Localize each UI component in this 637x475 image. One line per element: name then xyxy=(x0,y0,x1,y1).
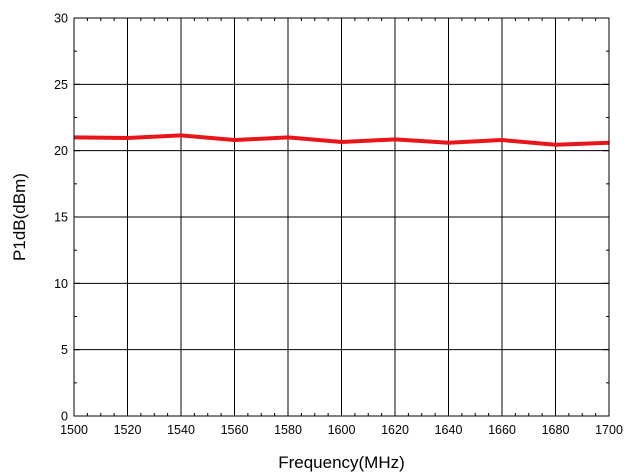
y-tick-label: 30 xyxy=(54,12,68,26)
y-tick-label: 0 xyxy=(61,410,68,424)
x-tick-label: 1640 xyxy=(435,423,463,437)
y-tick-label: 25 xyxy=(54,78,68,92)
y-tick-label: 5 xyxy=(61,343,68,357)
x-tick-label: 1600 xyxy=(328,423,356,437)
x-tick-label: 1520 xyxy=(114,423,142,437)
axis-ticks xyxy=(73,17,610,417)
x-tick-label: 1580 xyxy=(274,423,302,437)
x-axis-title: Frequency(MHz) xyxy=(278,453,405,472)
x-tick-labels: 1500 1520 1540 1560 1580 1600 1620 1640 1660 1680… xyxy=(60,423,623,437)
grid-lines xyxy=(74,18,609,416)
y-tick-labels: 0 5 10 15 20 25 30 xyxy=(54,12,68,424)
x-tick-label: 1620 xyxy=(381,423,409,437)
x-tick-label: 1700 xyxy=(595,423,623,437)
y-tick-label: 10 xyxy=(54,277,68,291)
series-group xyxy=(73,133,610,147)
x-tick-label: 1680 xyxy=(542,423,570,437)
x-tick-label: 1500 xyxy=(60,423,88,437)
x-tick-label: 1560 xyxy=(221,423,249,437)
x-tick-label: 1540 xyxy=(167,423,195,437)
y-tick-label: 15 xyxy=(54,211,68,225)
y-axis-title: P1dB(dBm) xyxy=(10,173,29,261)
x-tick-label: 1660 xyxy=(488,423,516,437)
y-tick-label: 20 xyxy=(54,144,68,158)
